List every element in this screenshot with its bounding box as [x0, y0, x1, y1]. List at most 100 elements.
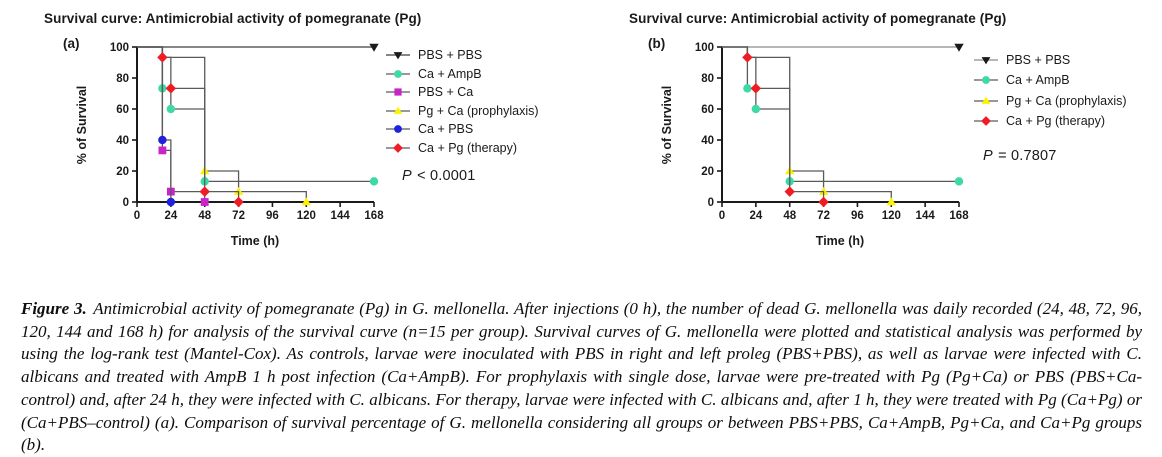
- legend-triangle-down-icon: [974, 57, 998, 65]
- diamond-marker-icon: [981, 116, 991, 126]
- p-value-annotation: P = 0.7807: [983, 148, 1057, 164]
- x-tick-label: 72: [817, 210, 830, 222]
- triangle-down-marker-icon: [369, 43, 379, 52]
- legend-diamond-icon: [386, 142, 410, 153]
- x-tick-label: 0: [134, 210, 140, 222]
- legend-item: Ca + AmpB: [973, 70, 1127, 90]
- y-tick-label: 80: [116, 73, 129, 85]
- diamond-marker-icon: [233, 196, 244, 208]
- legend-triangle-up-icon: [974, 96, 998, 104]
- legend-item-label: Ca + Pg (therapy): [1006, 114, 1106, 129]
- triangle-up-marker-icon: [818, 186, 829, 195]
- x-tick-label: 168: [364, 210, 384, 222]
- square-marker-icon: [200, 198, 209, 206]
- survival-curve: [137, 46, 240, 202]
- y-tick-label: 60: [116, 104, 129, 116]
- legend-diamond-icon: [974, 116, 998, 126]
- square-marker-icon: [394, 88, 402, 96]
- legend-square-icon: [386, 88, 410, 96]
- circle-marker-icon: [166, 197, 176, 207]
- survival-curve: [722, 46, 825, 202]
- figure-caption: Figure 3. Antimicrobial activity of pome…: [21, 298, 1142, 457]
- triangle-up-marker-icon: [886, 197, 896, 206]
- legend-circle-icon: [974, 76, 998, 85]
- x-tick-label: 96: [851, 210, 864, 222]
- x-axis-label: Time (h): [230, 234, 280, 248]
- y-axis-label: % of Survival: [660, 85, 674, 165]
- chart-title: Survival curve: Antimicrobial activity o…: [44, 11, 422, 26]
- p-symbol: P: [402, 168, 412, 184]
- x-tick-label: 144: [331, 210, 351, 222]
- x-tick-label: 144: [916, 210, 936, 222]
- y-tick-label: 60: [701, 104, 714, 116]
- figure-caption-text: Antimicrobial activity of pomegranate (P…: [21, 299, 1142, 455]
- circle-marker-icon: [369, 177, 379, 186]
- y-tick-label: 40: [116, 135, 129, 147]
- x-tick-label: 48: [198, 210, 211, 222]
- axes: [136, 47, 374, 203]
- diamond-marker-icon: [393, 142, 403, 153]
- panel-label-a: (a): [63, 36, 80, 51]
- triangle-up-marker-icon: [393, 106, 403, 114]
- legend-item-label: Ca + Pg (therapy): [418, 140, 518, 155]
- circle-marker-icon: [158, 135, 167, 145]
- triangle-up-marker-icon: [233, 186, 244, 195]
- y-tick-label: 0: [708, 197, 714, 209]
- circle-marker-icon: [394, 69, 402, 78]
- diamond-marker-icon: [750, 83, 762, 94]
- legend-circle-icon: [386, 69, 410, 78]
- legend-item: PBS + Ca: [385, 83, 539, 102]
- x-tick-label: 96: [266, 210, 279, 222]
- y-tick-label: 100: [695, 42, 714, 54]
- survival-chart-panel-b: Survival curve: Antimicrobial activity o…: [585, 0, 1162, 272]
- x-tick-label: 168: [949, 210, 969, 222]
- circle-marker-icon: [954, 177, 964, 186]
- legend-item-label: Ca + AmpB: [1006, 73, 1070, 88]
- triangle-down-marker-icon: [954, 43, 964, 52]
- x-tick-label: 120: [882, 210, 901, 222]
- diamond-marker-icon: [199, 186, 210, 197]
- axes: [721, 47, 959, 203]
- legend-item: Pg + Ca (prophylaxis): [385, 102, 539, 121]
- legend-circle-icon: [386, 125, 410, 134]
- legend-item: PBS + PBS: [385, 46, 539, 65]
- diamond-marker-icon: [157, 52, 168, 63]
- circle-marker-icon: [743, 84, 752, 93]
- x-tick-label: 0: [719, 210, 725, 222]
- legend-triangle-up-icon: [386, 106, 410, 114]
- triangle-up-marker-icon: [981, 96, 991, 104]
- survival-curve: [137, 46, 374, 183]
- y-tick-label: 100: [110, 42, 129, 54]
- triangle-up-marker-icon: [301, 197, 311, 206]
- legend-item: Ca + Pg (therapy): [385, 139, 539, 158]
- y-tick-label: 20: [701, 166, 714, 178]
- survival-curve: [137, 46, 172, 202]
- circle-marker-icon: [751, 104, 761, 114]
- x-tick-label: 72: [232, 210, 245, 222]
- figure-caption-label: Figure 3.: [21, 299, 87, 318]
- legend-item: Ca + AmpB: [385, 65, 539, 84]
- chart-legend: PBS + PBS Ca + AmpB PBS + Ca Pg + Ca (proph…: [385, 46, 539, 157]
- legend-item-label: Pg + Ca (prophylaxis): [1006, 93, 1127, 108]
- x-tick-label: 24: [749, 210, 762, 222]
- legend-item-label: Pg + Ca (prophylaxis): [418, 103, 539, 118]
- x-axis-label: Time (h): [815, 234, 865, 248]
- legend-item-label: PBS + PBS: [1006, 53, 1071, 68]
- circle-marker-icon: [982, 76, 990, 85]
- legend-item: Ca + Pg (therapy): [973, 111, 1127, 131]
- circle-marker-icon: [394, 125, 402, 134]
- diamond-marker-icon: [818, 196, 829, 208]
- y-tick-label: 0: [123, 197, 129, 209]
- chart-title: Survival curve: Antimicrobial activity o…: [629, 11, 1007, 26]
- legend-triangle-down-icon: [386, 52, 410, 60]
- legend-item-label: PBS + PBS: [418, 48, 483, 63]
- triangle-down-marker-icon: [393, 52, 403, 60]
- p-value-annotation: P < 0.0001: [402, 168, 476, 184]
- diamond-marker-icon: [742, 52, 753, 63]
- circle-marker-icon: [166, 104, 176, 114]
- legend-item-label: PBS + Ca: [418, 85, 474, 100]
- legend-item: PBS + PBS: [973, 50, 1127, 70]
- square-marker-icon: [158, 146, 167, 155]
- legend-item-label: Ca + AmpB: [418, 66, 482, 81]
